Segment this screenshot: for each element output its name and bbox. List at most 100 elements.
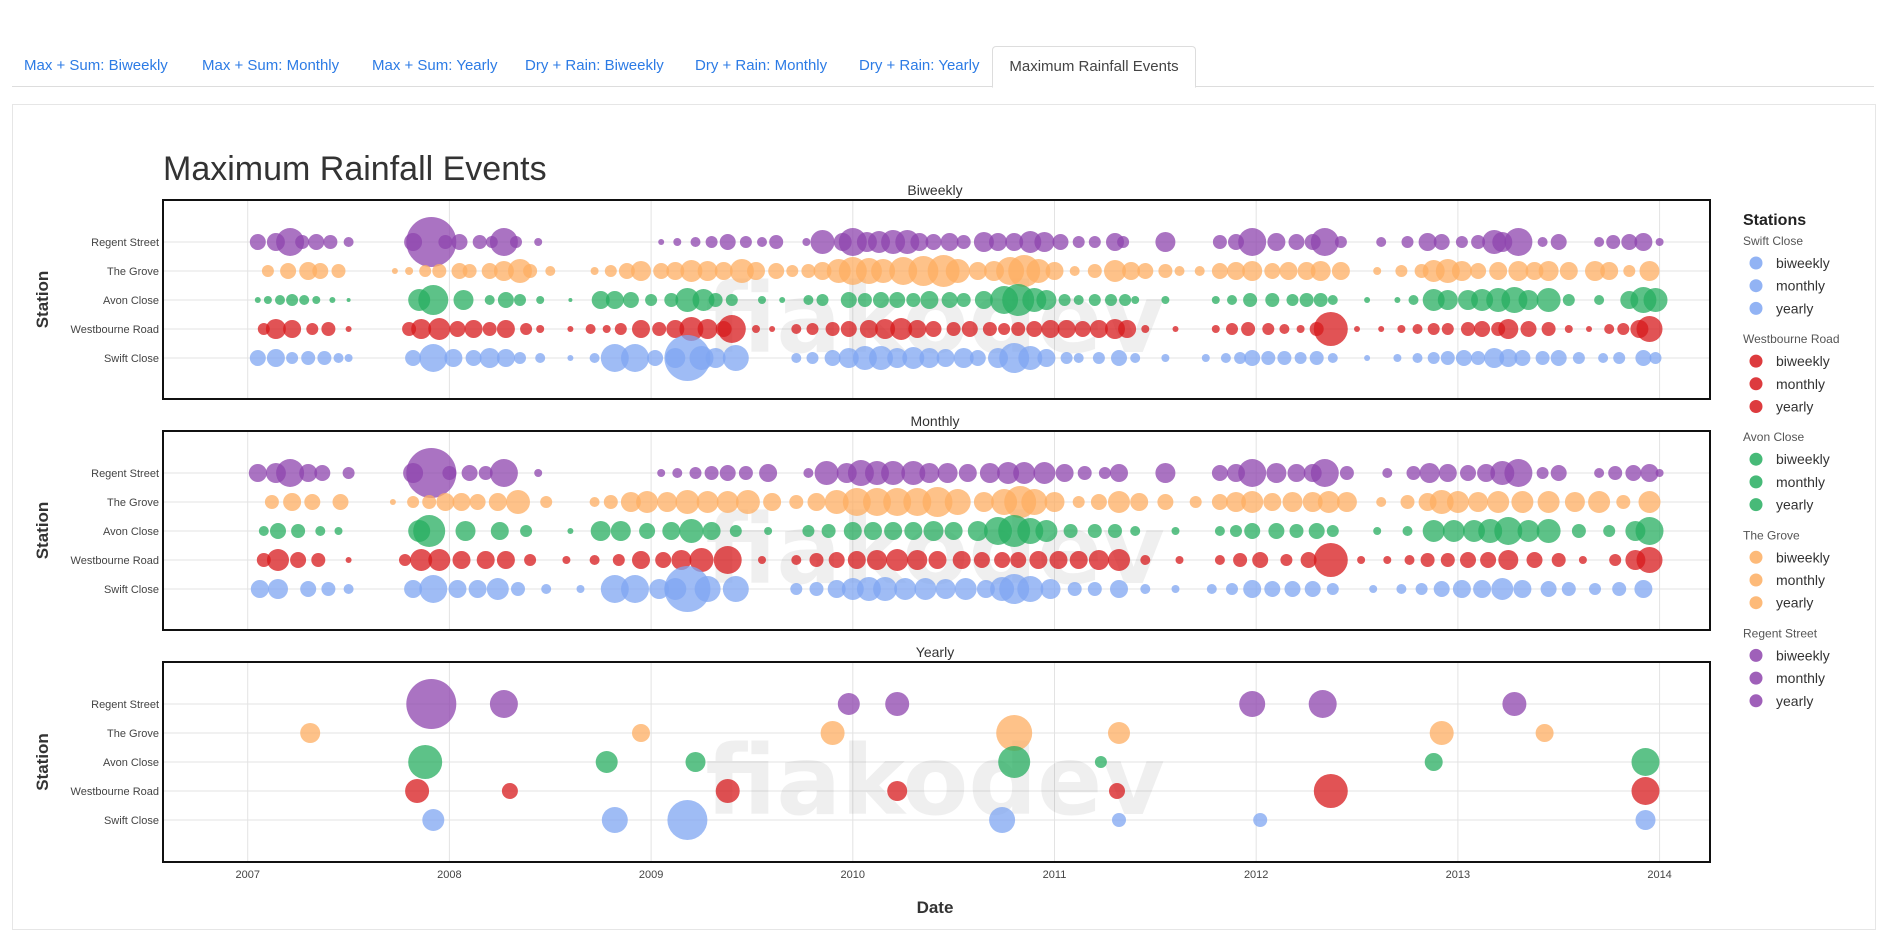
data-point-regent-street[interactable]	[276, 459, 305, 487]
data-point-westbourne-road[interactable]	[655, 552, 672, 568]
data-point-regent-street[interactable]	[739, 236, 752, 248]
data-point-the-grove[interactable]	[1511, 491, 1534, 513]
data-point-avon-close[interactable]	[967, 521, 988, 541]
data-point-swift-close[interactable]	[601, 807, 628, 833]
data-point-westbourne-road[interactable]	[1252, 552, 1269, 568]
data-point-regent-street[interactable]	[1072, 236, 1085, 248]
data-point-avon-close[interactable]	[758, 296, 766, 304]
data-point-the-grove[interactable]	[1263, 493, 1282, 511]
data-point-regent-street[interactable]	[1019, 231, 1042, 253]
data-point-swift-close[interactable]	[249, 350, 266, 366]
data-point-avon-close[interactable]	[622, 292, 639, 308]
data-point-avon-close[interactable]	[1058, 294, 1071, 306]
data-point-regent-street[interactable]	[1455, 236, 1468, 248]
data-point-avon-close[interactable]	[1087, 524, 1102, 538]
legend-item[interactable]: yearly	[1749, 497, 1814, 513]
data-point-regent-street[interactable]	[802, 238, 811, 246]
data-point-avon-close[interactable]	[286, 294, 299, 306]
data-point-westbourne-road[interactable]	[536, 325, 545, 333]
data-point-swift-close[interactable]	[1073, 353, 1084, 363]
data-point-avon-close[interactable]	[258, 526, 269, 536]
data-point-swift-close[interactable]	[1649, 352, 1662, 364]
data-point-swift-close[interactable]	[894, 578, 917, 600]
data-point-avon-close[interactable]	[764, 527, 773, 535]
data-point-swift-close[interactable]	[321, 582, 336, 596]
data-point-avon-close[interactable]	[418, 285, 449, 315]
data-point-regent-street[interactable]	[1034, 232, 1055, 252]
data-point-swift-close[interactable]	[1277, 351, 1292, 365]
data-point-swift-close[interactable]	[333, 353, 344, 363]
data-point-avon-close[interactable]	[346, 298, 351, 302]
data-point-swift-close[interactable]	[809, 582, 824, 596]
data-point-swift-close[interactable]	[1244, 350, 1261, 366]
data-point-avon-close[interactable]	[1635, 517, 1664, 545]
data-point-regent-street[interactable]	[1640, 464, 1659, 482]
data-point-the-grove[interactable]	[618, 263, 635, 279]
data-point-regent-street[interactable]	[1504, 228, 1533, 256]
data-point-swift-close[interactable]	[465, 350, 482, 366]
data-point-westbourne-road[interactable]	[1404, 555, 1415, 565]
data-point-swift-close[interactable]	[419, 575, 448, 603]
data-point-swift-close[interactable]	[647, 350, 664, 366]
data-point-westbourne-road[interactable]	[311, 553, 326, 567]
data-point-westbourne-road[interactable]	[1041, 320, 1060, 338]
data-point-avon-close[interactable]	[843, 522, 862, 540]
data-point-the-grove[interactable]	[261, 265, 274, 277]
data-point-avon-close[interactable]	[702, 522, 721, 540]
data-point-westbourne-road[interactable]	[405, 779, 430, 803]
data-point-regent-street[interactable]	[1477, 464, 1496, 482]
legend-item[interactable]: biweekly	[1749, 451, 1830, 467]
data-point-westbourne-road[interactable]	[464, 320, 483, 338]
data-point-the-grove[interactable]	[631, 261, 651, 281]
data-point-westbourne-road[interactable]	[399, 554, 411, 566]
data-point-swift-close[interactable]	[1326, 583, 1339, 595]
data-point-avon-close[interactable]	[1244, 523, 1261, 539]
data-point-avon-close[interactable]	[1017, 518, 1044, 544]
data-point-westbourne-road[interactable]	[345, 326, 352, 332]
data-point-avon-close[interactable]	[1424, 753, 1443, 771]
data-point-avon-close[interactable]	[1536, 519, 1561, 543]
data-point-regent-street[interactable]	[1288, 234, 1305, 250]
data-point-the-grove[interactable]	[666, 262, 685, 280]
data-point-westbourne-road[interactable]	[452, 551, 471, 569]
data-point-the-grove[interactable]	[696, 491, 719, 513]
data-point-regent-street[interactable]	[489, 690, 518, 718]
data-point-the-grove[interactable]	[1538, 261, 1559, 281]
data-point-swift-close[interactable]	[1234, 352, 1247, 364]
data-point-avon-close[interactable]	[1631, 748, 1660, 776]
data-point-regent-street[interactable]	[1460, 465, 1476, 481]
data-point-swift-close[interactable]	[976, 580, 995, 598]
data-point-westbourne-road[interactable]	[1631, 777, 1660, 805]
data-point-swift-close[interactable]	[969, 350, 986, 366]
data-point-swift-close[interactable]	[286, 352, 299, 364]
data-point-avon-close[interactable]	[514, 294, 526, 306]
data-point-the-grove[interactable]	[1395, 265, 1408, 277]
data-point-the-grove[interactable]	[996, 715, 1033, 751]
data-point-regent-street[interactable]	[1606, 235, 1621, 249]
data-point-avon-close[interactable]	[1364, 297, 1371, 303]
data-point-swift-close[interactable]	[1484, 348, 1505, 368]
data-point-avon-close[interactable]	[725, 294, 738, 306]
data-point-swift-close[interactable]	[664, 566, 711, 612]
data-point-westbourne-road[interactable]	[1074, 321, 1091, 337]
legend-item[interactable]: biweekly	[1749, 353, 1830, 369]
data-point-regent-street[interactable]	[973, 232, 994, 252]
data-point-westbourne-road[interactable]	[875, 319, 896, 339]
data-point-the-grove[interactable]	[1623, 265, 1636, 277]
data-point-the-grove[interactable]	[883, 488, 912, 516]
data-point-regent-street[interactable]	[451, 234, 468, 250]
data-point-swift-close[interactable]	[343, 584, 354, 594]
data-point-swift-close[interactable]	[1455, 350, 1472, 366]
data-point-the-grove[interactable]	[1211, 263, 1228, 279]
data-point-avon-close[interactable]	[675, 288, 700, 312]
data-point-avon-close[interactable]	[941, 292, 958, 308]
data-point-the-grove[interactable]	[1174, 266, 1185, 276]
data-point-westbourne-road[interactable]	[715, 779, 740, 803]
data-point-swift-close[interactable]	[1635, 810, 1656, 830]
data-point-regent-street[interactable]	[1502, 692, 1527, 716]
data-point-westbourne-road[interactable]	[907, 550, 928, 570]
data-point-avon-close[interactable]	[1268, 523, 1285, 539]
data-point-regent-street[interactable]	[881, 461, 906, 485]
data-point-avon-close[interactable]	[1442, 520, 1465, 542]
data-point-the-grove[interactable]	[1045, 262, 1064, 280]
